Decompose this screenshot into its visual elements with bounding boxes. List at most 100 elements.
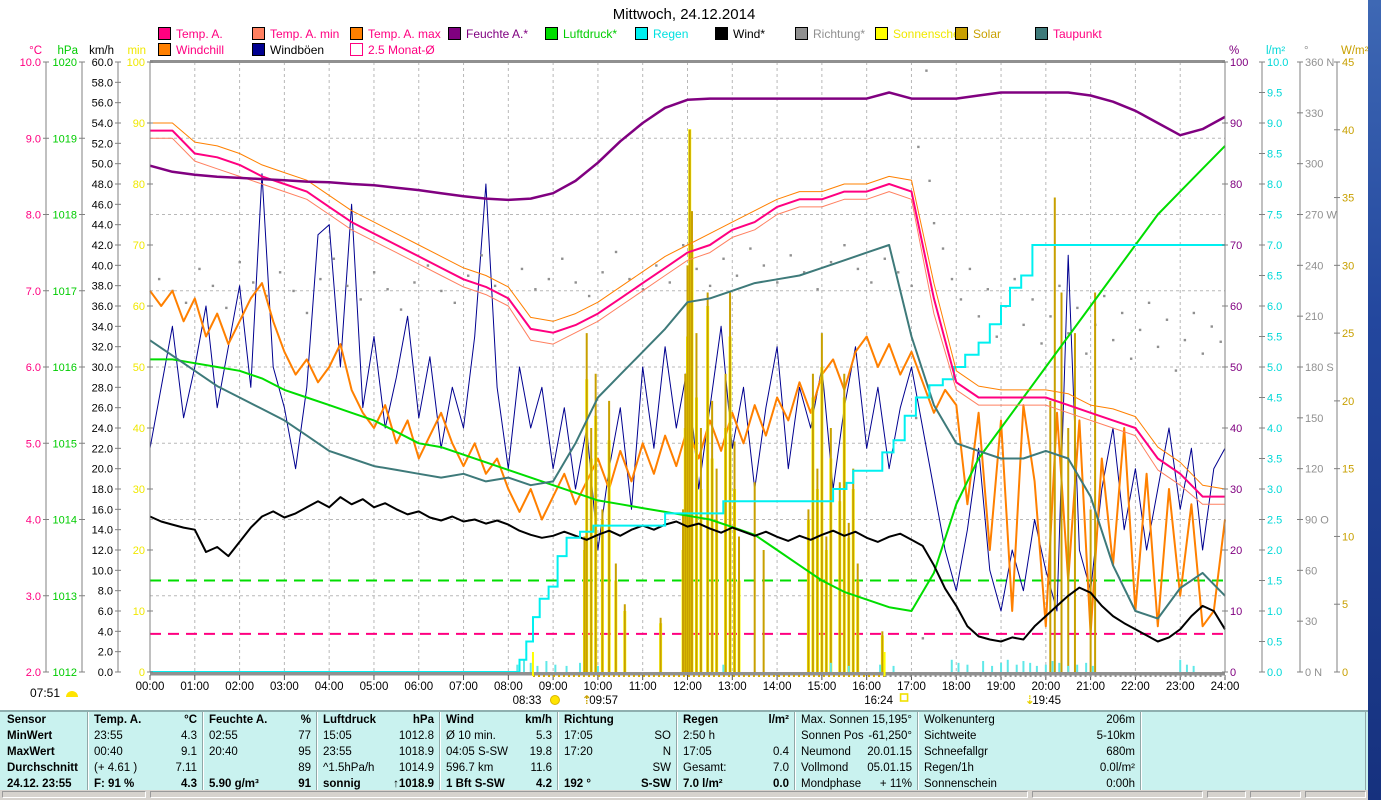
time-axis-label: 11:00 <box>629 681 657 693</box>
series-richtung-dot <box>1103 294 1106 298</box>
series-richtung-dot <box>968 267 972 271</box>
series-feuchte <box>149 91 1226 202</box>
status-bar <box>0 790 1368 800</box>
stats-cell-time: 20:40 <box>209 746 238 758</box>
series-richtung-dot <box>292 289 295 293</box>
series-richtung-dot <box>252 281 255 284</box>
solar-axis-tick-label: 25 <box>1342 328 1354 340</box>
legend-item-feuchte-a: Feuchte A.* <box>448 27 528 41</box>
sunshine-axis-tick-label: 80 <box>133 179 145 191</box>
stats-info-label: Wolkenunterg <box>924 714 995 726</box>
time-axis-label: 17:00 <box>897 681 926 693</box>
stats-col-luftdruck: Luftdruck hPa 15:05 1012.8 23:55 1018.9 ^1.5hP… <box>317 712 440 792</box>
legend-label: Regen <box>653 27 689 41</box>
pressure-axis-tick-label: 1014 <box>53 515 77 527</box>
series-richtung-dot <box>561 257 564 260</box>
stats-cell-time: 596.7 km <box>446 762 494 774</box>
stats-col-title: Temp. A. <box>94 714 142 726</box>
stats-data-row: 5.90 g/m³ 91 <box>204 776 316 792</box>
stats-data-row: 23:55 4.3 <box>89 728 202 744</box>
series-richtung-dot <box>305 311 309 315</box>
stats-info-label: Sichtweite <box>924 730 977 742</box>
time-axis-label: 09:00 <box>539 681 568 693</box>
time-axis-label: 19:00 <box>987 681 1016 693</box>
solar-axis-tick-label: 30 <box>1342 260 1354 272</box>
stats-data-row: 7.0 l/m² 0.0 <box>678 776 794 792</box>
solar-axis-tick-label: 35 <box>1342 193 1354 205</box>
sunset-sun-icon <box>899 693 909 702</box>
pressure-axis-tick-label: 1017 <box>53 286 77 298</box>
stats-col-title: Luftdruck <box>323 714 377 726</box>
rain-axis-tick-label: 9.5 <box>1267 88 1282 100</box>
series-richtung-dot <box>184 301 188 305</box>
series-richtung-dot <box>762 264 766 267</box>
series-richtung-dot <box>1040 342 1043 345</box>
series-luftdruck <box>150 145 1226 612</box>
series-richtung-dot <box>493 284 497 288</box>
legend-item-temp-a: Temp. A. <box>158 27 223 41</box>
series-richtung-dot <box>1192 311 1196 315</box>
series-richtung-dot <box>372 271 376 274</box>
rain-axis-tick-label: 7.0 <box>1267 240 1282 252</box>
stats-data-row: 17:05 SO <box>559 728 676 744</box>
series-richtung-dot <box>722 257 725 260</box>
rain-axis-unit: l/m² <box>1266 45 1285 57</box>
stats-cell-value: S-SW <box>640 778 671 790</box>
stats-cell-time: 7.0 l/m² <box>683 778 723 790</box>
legend-item-2-5-monat: 2.5 Monat-Ø <box>350 43 435 57</box>
stats-col-title: Feuchte A. <box>209 714 268 726</box>
humidity-axis-tick-label: 100 <box>1230 57 1248 69</box>
series-wind <box>149 496 1226 643</box>
legend-swatch-richtung <box>795 27 808 40</box>
stats-col-header: Temp. A. °C <box>89 712 202 728</box>
status-bar-segment <box>1032 791 1203 798</box>
wind-axis-tick-label: 52.0 <box>92 138 113 150</box>
legend-swatch-temp-a-max <box>350 27 363 40</box>
legend-label: Temp. A. min <box>270 27 340 41</box>
series-richtung-dot <box>655 264 658 267</box>
solar-axis-tick-label: 10 <box>1342 531 1354 543</box>
stats-cell-value: 77 <box>298 730 311 742</box>
direction-axis-unit: ° <box>1304 45 1309 57</box>
time-axis-label: 06:00 <box>404 681 433 693</box>
stats-col-header: Feuchte A.% <box>204 712 316 728</box>
series-richtung-dot <box>1147 301 1151 305</box>
stats-info-label: Sonnenschein <box>924 778 997 790</box>
legend-label: Temp. A. <box>176 27 223 41</box>
stats-cell-time: Ø 10 min. <box>446 730 496 742</box>
temp-axis-tick-label: 3.0 <box>26 591 41 603</box>
solar-axis-tick-label: 15 <box>1342 464 1354 476</box>
stats-info-label: Sonnen Pos <box>801 730 864 742</box>
stats-cell-value: 1012.8 <box>398 730 434 742</box>
wind-axis-tick-label: 32.0 <box>92 342 113 354</box>
pressure-axis-tick-label: 1012 <box>53 667 77 679</box>
weather-chart: 10.09.08.07.06.05.04.03.02.0°C1020101910… <box>20 45 1369 707</box>
series-richtung-dot <box>995 335 998 338</box>
rain-axis-tick-label: 0.5 <box>1267 637 1282 649</box>
temp-axis-tick-label: 5.0 <box>26 438 41 450</box>
series-richtung-dot <box>1120 311 1124 315</box>
stats-col-wind: Wind km/h Ø 10 min. 5.3 04:05 S-SW 19.8 596.7 … <box>440 712 558 792</box>
moonrise-arrow-icon: ⇡ <box>582 693 592 707</box>
series-richtung-dot <box>941 247 945 250</box>
stats-info-row: Regen/1h 0.0l/m² <box>919 760 1140 776</box>
legend-swatch-taupunkt <box>1035 27 1048 40</box>
stats-info-row: Neumond 20.01.15 <box>796 744 917 760</box>
temp-axis-tick-label: 9.0 <box>26 133 41 145</box>
rain-axis-tick-label: 6.5 <box>1267 271 1282 283</box>
rain-axis-tick-label: 8.0 <box>1267 179 1282 191</box>
status-bar-segment <box>2 791 146 798</box>
legend-swatch-windb-en <box>252 43 265 56</box>
wind-axis-tick-label: 24.0 <box>92 423 113 435</box>
direction-axis-tick-label: 180 S <box>1305 362 1334 374</box>
stats-cell-time: 1 Bft S-SW <box>446 778 505 790</box>
series-richtung-dot <box>386 288 389 291</box>
legend-swatch-2-5-monat <box>350 43 363 56</box>
stats-col-unit: % <box>300 714 311 726</box>
rain-axis-tick-label: 2.0 <box>1267 545 1282 557</box>
series-richtung-dot <box>914 416 918 420</box>
stats-col-header: Wind km/h <box>441 712 557 728</box>
direction-axis-tick-label: 270 W <box>1305 210 1337 222</box>
stats-data-row: SW <box>559 760 676 776</box>
status-bar-segment <box>1250 791 1301 798</box>
